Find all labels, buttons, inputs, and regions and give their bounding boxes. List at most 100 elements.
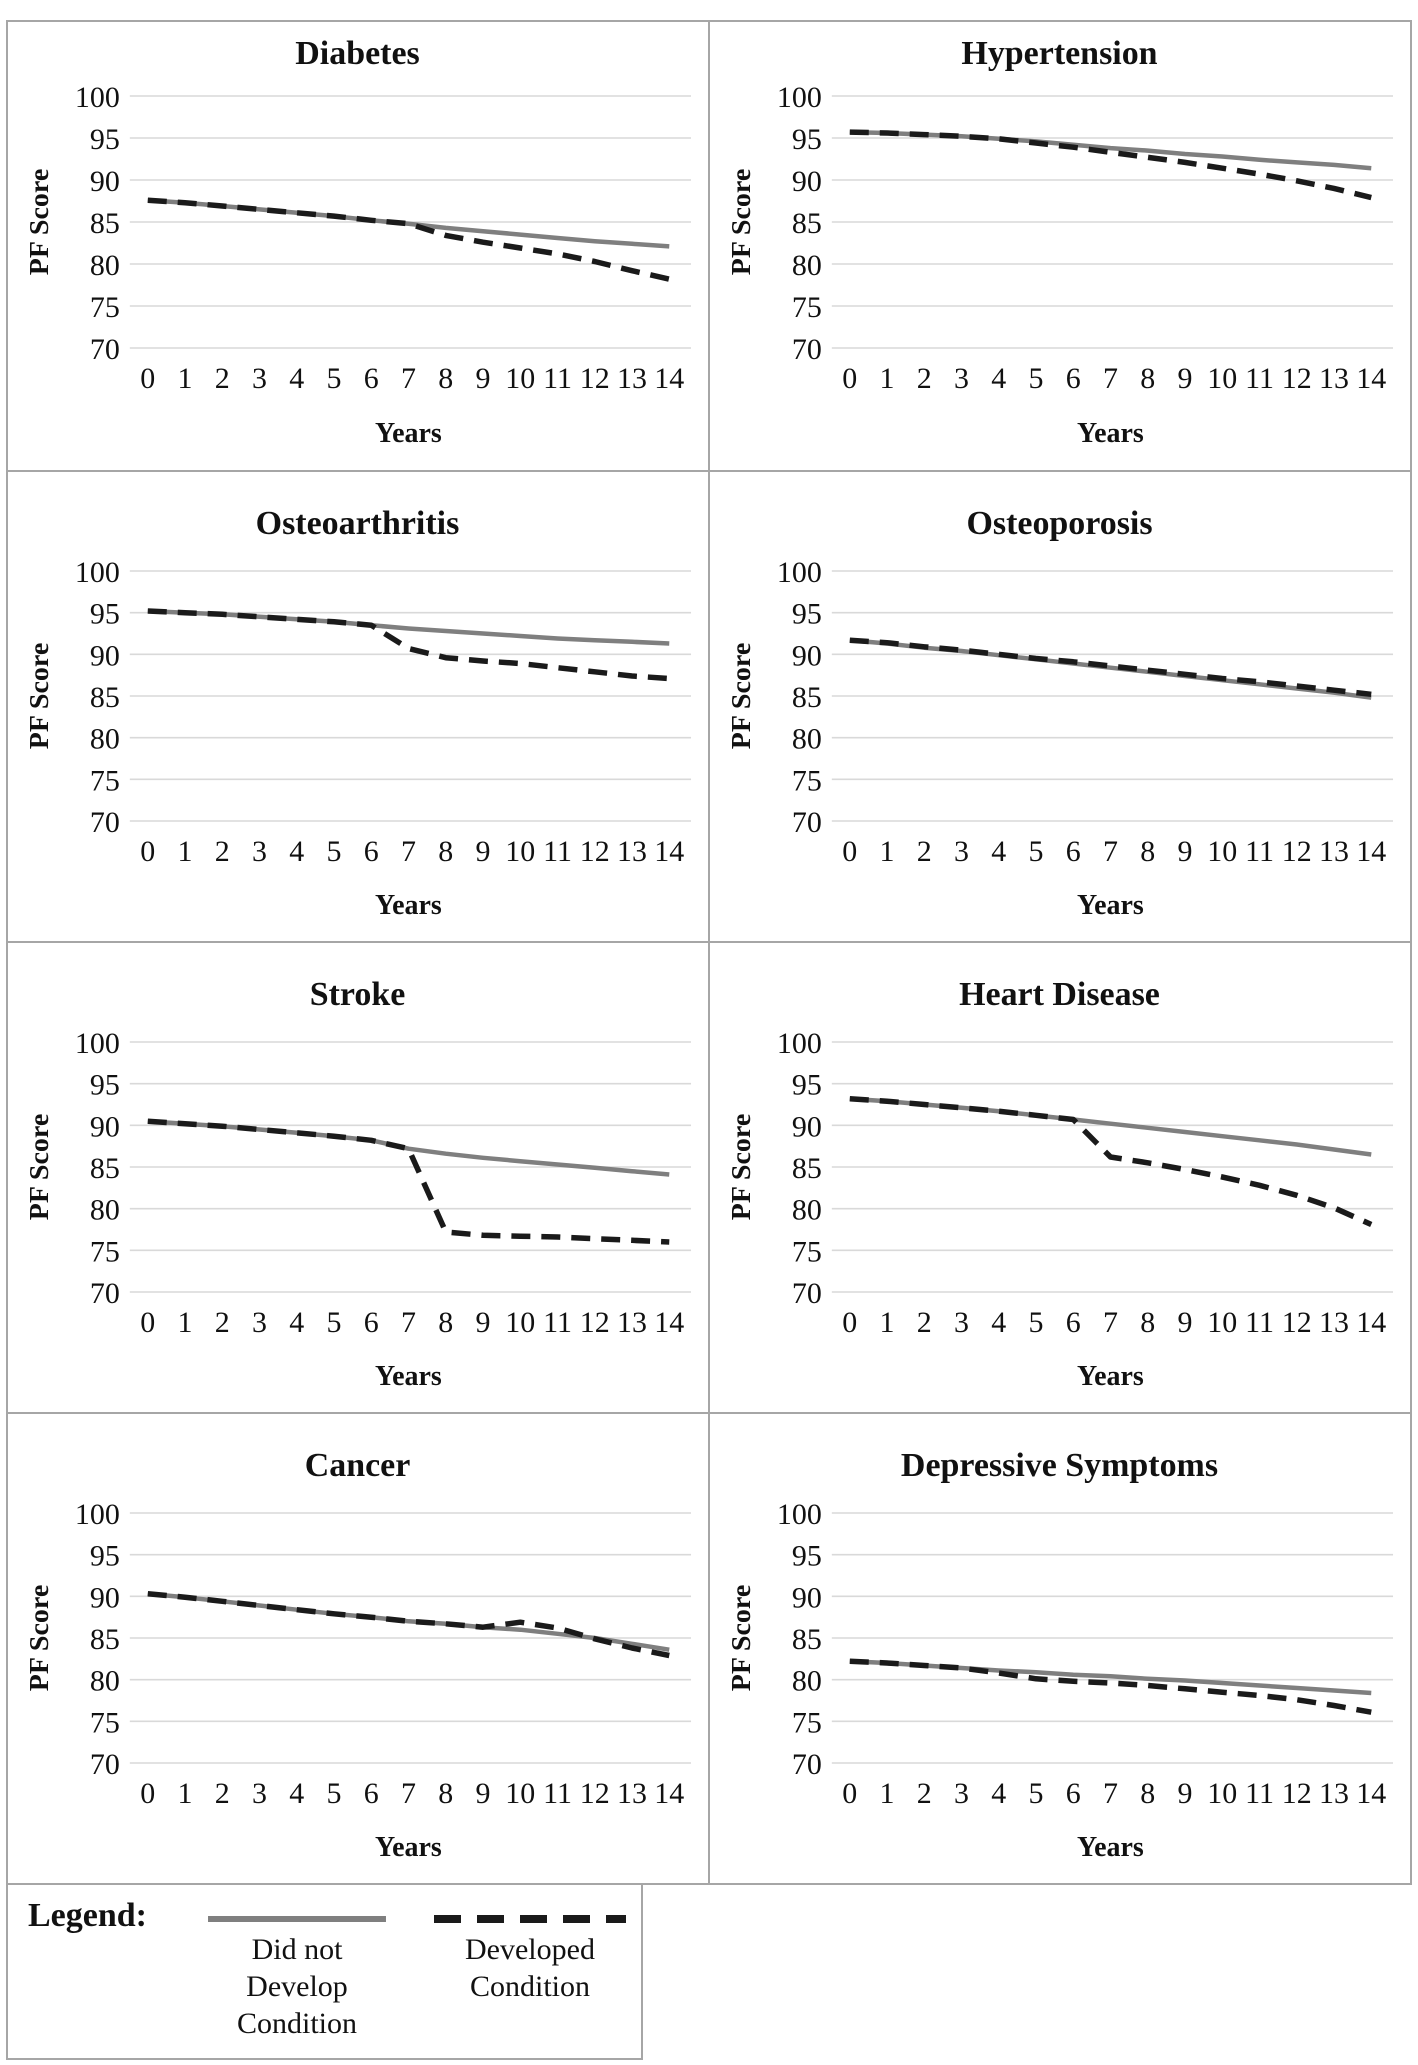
series-line-did-not-develop-condition xyxy=(849,129,1372,171)
svg-text:85: 85 xyxy=(792,207,822,240)
svg-text:70: 70 xyxy=(792,806,822,839)
legend: Legend: Did not Develop Condition Develo… xyxy=(6,1883,643,2060)
svg-text:1: 1 xyxy=(178,362,193,395)
svg-text:0: 0 xyxy=(140,835,155,868)
gridlines xyxy=(129,95,692,349)
svg-text:12: 12 xyxy=(580,1777,610,1810)
svg-text:14: 14 xyxy=(1356,1306,1386,1339)
svg-text:7: 7 xyxy=(401,835,416,868)
svg-text:85: 85 xyxy=(792,1623,822,1656)
svg-text:2: 2 xyxy=(215,1777,230,1810)
svg-text:70: 70 xyxy=(90,806,120,839)
svg-text:4: 4 xyxy=(991,362,1006,395)
svg-text:14: 14 xyxy=(654,1777,684,1810)
svg-text:0: 0 xyxy=(140,1306,155,1339)
svg-text:90: 90 xyxy=(792,639,822,672)
svg-text:10: 10 xyxy=(505,1777,535,1810)
svg-text:11: 11 xyxy=(543,362,572,395)
svg-text:100: 100 xyxy=(75,556,120,589)
svg-text:90: 90 xyxy=(792,1581,822,1614)
svg-text:75: 75 xyxy=(90,291,120,324)
svg-text:13: 13 xyxy=(617,1306,647,1339)
svg-text:10: 10 xyxy=(1207,1306,1237,1339)
svg-text:3: 3 xyxy=(252,1306,267,1339)
svg-text:3: 3 xyxy=(954,835,969,868)
y-axis-label: PF Score xyxy=(726,1114,757,1220)
svg-text:100: 100 xyxy=(75,81,120,114)
svg-text:7: 7 xyxy=(1103,1777,1118,1810)
svg-text:8: 8 xyxy=(438,362,453,395)
svg-text:9: 9 xyxy=(476,1777,491,1810)
svg-text:8: 8 xyxy=(438,835,453,868)
svg-text:3: 3 xyxy=(252,362,267,395)
svg-text:10: 10 xyxy=(1207,1777,1237,1810)
x-tick-labels: 0 1 2 3 4 5 6 7 8 9 10 11 12 13 14 xyxy=(140,835,684,868)
chart-title: Diabetes xyxy=(295,35,419,72)
svg-text:11: 11 xyxy=(1245,1306,1274,1339)
y-axis-label: PF Score xyxy=(726,169,757,275)
svg-text:70: 70 xyxy=(90,333,120,366)
svg-text:6: 6 xyxy=(1066,1777,1081,1810)
svg-text:70: 70 xyxy=(792,1748,822,1781)
charts-figure: Diabetes 100 95 90 85 80 75 70 PF Score 0 1 2 3 4 5 6 7 8… xyxy=(6,20,1412,1885)
svg-text:9: 9 xyxy=(476,1306,491,1339)
svg-text:11: 11 xyxy=(1245,362,1274,395)
chart-panel-depressive-symptoms: Depressive Symptoms 100 95 90 85 80 75 70 PF Sco… xyxy=(710,1414,1410,1883)
y-axis-label: PF Score xyxy=(24,643,55,749)
chart-row-3: Stroke 100 95 90 85 80 75 70 PF Score 0 1 2 3 4 5 6 7 8 9 1… xyxy=(8,941,1410,1412)
svg-text:7: 7 xyxy=(401,1306,416,1339)
gridlines xyxy=(831,1512,1394,1764)
svg-text:4: 4 xyxy=(991,1306,1006,1339)
svg-text:7: 7 xyxy=(401,362,416,395)
svg-text:80: 80 xyxy=(90,249,120,282)
chart-row-1: Diabetes 100 95 90 85 80 75 70 PF Score 0 1 2 3 4 5 6 7 8… xyxy=(8,22,1410,470)
svg-text:0: 0 xyxy=(842,362,857,395)
legend-label-did-not-develop: Did not Develop Condition xyxy=(236,1933,357,2040)
svg-text:9: 9 xyxy=(476,362,491,395)
svg-text:14: 14 xyxy=(1356,362,1386,395)
svg-text:75: 75 xyxy=(90,1235,120,1268)
svg-text:2: 2 xyxy=(215,362,230,395)
svg-text:2: 2 xyxy=(917,1777,932,1810)
svg-text:13: 13 xyxy=(617,362,647,395)
legend-item-developed: Developed Condition xyxy=(432,1913,628,2005)
svg-text:2: 2 xyxy=(917,1306,932,1339)
svg-text:8: 8 xyxy=(438,1306,453,1339)
svg-text:0: 0 xyxy=(140,1777,155,1810)
svg-text:85: 85 xyxy=(90,1152,120,1185)
svg-text:12: 12 xyxy=(580,835,610,868)
x-axis-label: Years xyxy=(375,890,442,921)
svg-text:12: 12 xyxy=(580,362,610,395)
svg-text:95: 95 xyxy=(90,1069,120,1102)
x-tick-labels: 0 1 2 3 4 5 6 7 8 9 10 11 12 13 14 xyxy=(140,362,684,395)
svg-text:6: 6 xyxy=(364,835,379,868)
svg-text:2: 2 xyxy=(917,362,932,395)
svg-text:3: 3 xyxy=(252,835,267,868)
series-line-developed-condition xyxy=(849,129,1372,201)
svg-text:95: 95 xyxy=(792,598,822,631)
svg-text:13: 13 xyxy=(617,835,647,868)
x-axis-label: Years xyxy=(1077,1361,1144,1392)
series-line-developed-condition xyxy=(849,637,1372,698)
y-tick-labels: 100 95 90 85 80 75 70 xyxy=(777,81,822,366)
svg-text:8: 8 xyxy=(1140,1777,1155,1810)
x-tick-labels: 0 1 2 3 4 5 6 7 8 9 10 11 12 13 14 xyxy=(140,1777,684,1810)
svg-text:5: 5 xyxy=(1029,835,1044,868)
svg-text:8: 8 xyxy=(1140,362,1155,395)
svg-text:100: 100 xyxy=(75,1498,120,1531)
x-axis-label: Years xyxy=(375,1361,442,1392)
svg-text:7: 7 xyxy=(1103,362,1118,395)
svg-text:12: 12 xyxy=(1282,362,1312,395)
svg-text:12: 12 xyxy=(1282,835,1312,868)
legend-item-did-not-develop: Did not Develop Condition xyxy=(206,1913,388,2042)
svg-text:11: 11 xyxy=(543,1306,572,1339)
svg-text:70: 70 xyxy=(90,1748,120,1781)
svg-text:3: 3 xyxy=(252,1777,267,1810)
series-line-developed-condition xyxy=(147,608,670,682)
y-tick-labels: 100 95 90 85 80 75 70 xyxy=(777,556,822,839)
svg-text:9: 9 xyxy=(1178,1777,1193,1810)
